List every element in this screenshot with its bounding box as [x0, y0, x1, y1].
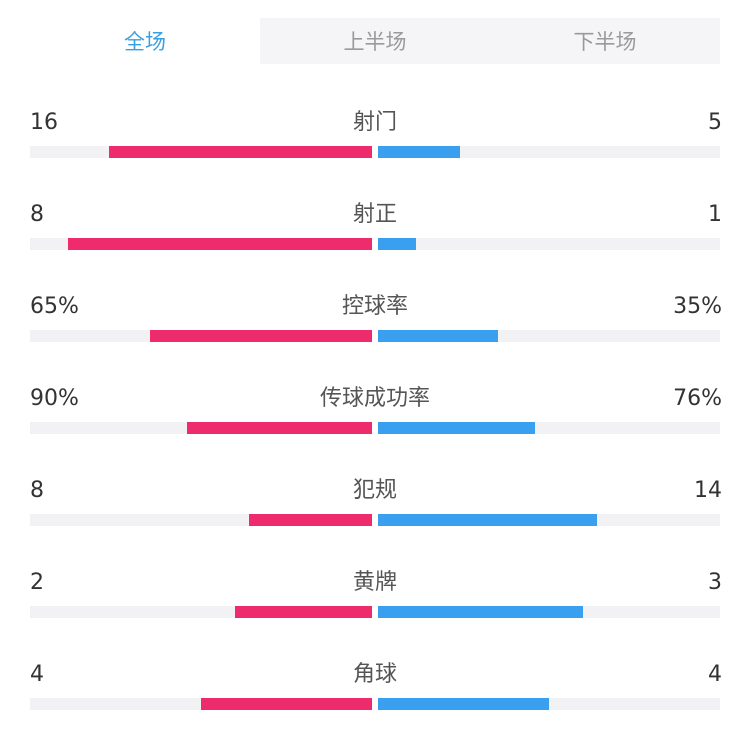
stat-name: 犯规: [352, 478, 397, 503]
tab-full-match[interactable]: 全场: [30, 18, 260, 64]
away-track: [378, 514, 720, 526]
away-bar: [378, 330, 498, 342]
home-bar: [201, 698, 372, 710]
home-bar: [149, 330, 372, 342]
stat-row-shots-on-target: 8 射正 1: [0, 200, 750, 260]
away-value: 1: [708, 202, 722, 227]
home-bar: [248, 514, 372, 526]
away-value: 5: [708, 110, 722, 135]
tab-first-half[interactable]: 上半场: [343, 30, 407, 54]
home-value: 2: [30, 570, 44, 595]
home-bar: [108, 146, 372, 158]
away-value: 3: [708, 570, 722, 595]
home-track: [30, 330, 372, 342]
stat-row-pass-accuracy: 90% 传球成功率 76%: [0, 384, 750, 444]
stat-row-yellow-cards: 2 黄牌 3: [0, 568, 750, 628]
home-value: 16: [30, 110, 58, 135]
home-value: 4: [30, 662, 44, 687]
stat-name: 射门: [352, 110, 397, 135]
away-value: 4: [708, 662, 722, 687]
away-value: 76%: [673, 386, 722, 411]
tab-second-half[interactable]: 下半场: [573, 30, 637, 54]
home-track: [30, 698, 372, 710]
stat-name: 黄牌: [352, 570, 397, 595]
away-bar: [378, 698, 549, 710]
away-track: [378, 330, 720, 342]
away-track: [378, 238, 720, 250]
away-bar: [378, 514, 597, 526]
away-value: 35%: [673, 294, 722, 319]
home-bar: [187, 422, 372, 434]
stat-row-shots: 16 射门 5: [0, 108, 750, 168]
away-bar: [378, 238, 416, 250]
home-track: [30, 422, 372, 434]
home-track: [30, 606, 372, 618]
away-track: [378, 146, 720, 158]
stat-row-corners: 4 角球 4: [0, 660, 750, 720]
away-bar: [378, 606, 584, 618]
away-bar: [378, 146, 461, 158]
away-value: 14: [694, 478, 722, 503]
stat-row-possession: 65% 控球率 35%: [0, 292, 750, 352]
home-track: [30, 514, 372, 526]
stat-name: 角球: [352, 662, 397, 687]
home-value: 65%: [30, 294, 79, 319]
away-bar: [378, 422, 536, 434]
home-value: 8: [30, 478, 44, 503]
home-track: [30, 238, 372, 250]
away-track: [378, 606, 720, 618]
home-bar: [67, 238, 372, 250]
away-track: [378, 422, 720, 434]
stat-name: 传球成功率: [319, 386, 430, 411]
home-bar: [235, 606, 372, 618]
away-track: [378, 698, 720, 710]
stat-name: 控球率: [341, 294, 408, 319]
home-track: [30, 146, 372, 158]
stat-row-fouls: 8 犯规 14: [0, 476, 750, 536]
period-tabs: 全场 上半场 下半场: [30, 18, 720, 64]
home-value: 90%: [30, 386, 79, 411]
home-value: 8: [30, 202, 44, 227]
stat-name: 射正: [352, 202, 397, 227]
